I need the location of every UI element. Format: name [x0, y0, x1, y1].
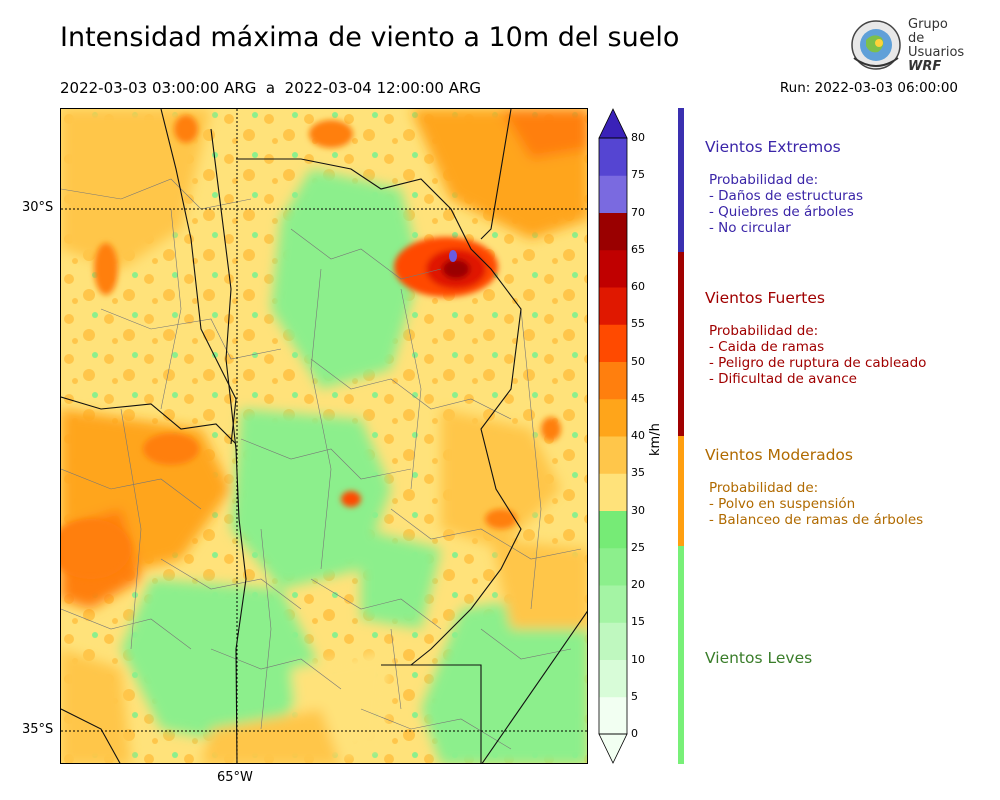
colorbar-tick-label: 25: [631, 540, 645, 554]
colorbar-min-arrow: [598, 733, 628, 764]
colorbar-tick-label: 0: [631, 727, 638, 740]
wind-map: [60, 108, 588, 764]
colorbar-cell: [599, 249, 627, 288]
colorbar-tick-label: 75: [631, 168, 645, 182]
colorbar-cell: [599, 473, 627, 511]
sidebar-fuertes: [678, 252, 684, 436]
sidebar-extremos: [678, 108, 684, 252]
category-title: Vientos Leves: [705, 649, 813, 667]
colorbar-cell: [599, 212, 627, 251]
colorbar-tick-label: 70: [631, 205, 645, 219]
category-moderados: Vientos Moderados Probabilidad de: - Pol…: [705, 446, 923, 528]
colorbar-cell: [599, 324, 627, 362]
colorbar-max-arrow: [598, 108, 628, 139]
colorbar-tick-label: 10: [631, 652, 645, 666]
category-desc: Probabilidad de: - Caida de ramas - Peli…: [709, 323, 927, 387]
colorbar-cell: [599, 175, 627, 213]
colorbar-cell: [599, 510, 627, 549]
colorbar-cell: [599, 622, 627, 660]
run-timestamp: Run: 2022-03-03 06:00:00: [779, 80, 958, 96]
lat-label-35s: 35°S: [22, 722, 54, 737]
category-title: Vientos Moderados: [705, 446, 853, 464]
colorbar-tick-label: 20: [631, 578, 645, 591]
colorbar-tick-label: 35: [631, 466, 645, 480]
colorbar-cell: [599, 436, 627, 474]
category-title: Vientos Fuertes: [705, 289, 825, 307]
colorbar-cell: [599, 398, 627, 437]
colorbar-tick-label: 5: [631, 689, 638, 703]
lon-label-65w: 65°W: [217, 770, 253, 785]
lat-label-30s: 30°S: [22, 200, 54, 215]
category-title: Vientos Extremos: [705, 138, 841, 156]
chart-title: Intensidad máxima de viento a 10m del su…: [60, 22, 680, 53]
colorbar-cell: [599, 585, 627, 623]
wrf-logo: Grupo de Usuarios WRF: [848, 17, 968, 74]
sidebar-moderados: [678, 436, 684, 546]
colorbar-cell: [599, 361, 627, 400]
sidebar-leves: [678, 546, 684, 764]
colorbar-cell: [599, 547, 627, 586]
colorbar-tick-label: 55: [631, 317, 645, 331]
logo-text: Grupo de Usuarios WRF: [908, 17, 965, 74]
colorbar-tick-label: 30: [631, 503, 645, 517]
colorbar-cell: [599, 287, 627, 325]
province-boundaries: [61, 109, 587, 763]
wind-hotspots: [61, 115, 561, 579]
colorbar-cell: [599, 659, 627, 698]
wind-field-svg: [61, 109, 587, 763]
colorbar-tick-label: 80: [631, 131, 645, 144]
colorbar-tick-label: 65: [631, 242, 645, 256]
colorbar-tick-label: 50: [631, 354, 645, 368]
colorbar-cell: [599, 138, 627, 176]
category-desc: Probabilidad de: - Polvo en suspensión -…: [709, 480, 924, 528]
colorbar-tick-label: 40: [631, 429, 645, 442]
forecast-period: 2022-03-03 03:00:00 ARG a 2022-03-04 12:…: [60, 79, 482, 97]
category-fuertes: Vientos Fuertes Probabilidad de: - Caida…: [705, 289, 926, 387]
colorbar: [598, 108, 628, 764]
category-extremos: Vientos Extremos Probabilidad de: - Daño…: [705, 138, 863, 236]
colorbar-tick-label: 45: [631, 391, 645, 405]
colorbar-tick-label: 15: [631, 615, 645, 629]
category-leves: Vientos Leves: [705, 649, 812, 667]
globe-logo-icon: [851, 20, 901, 70]
colorbar-cell: [599, 696, 627, 735]
category-desc: Probabilidad de: - Daños de estructuras …: [709, 172, 864, 236]
colorbar-tick-label: 60: [631, 280, 645, 293]
colorbar-unit-label: km/h: [648, 423, 663, 456]
extreme-wind-spot: [449, 250, 457, 262]
